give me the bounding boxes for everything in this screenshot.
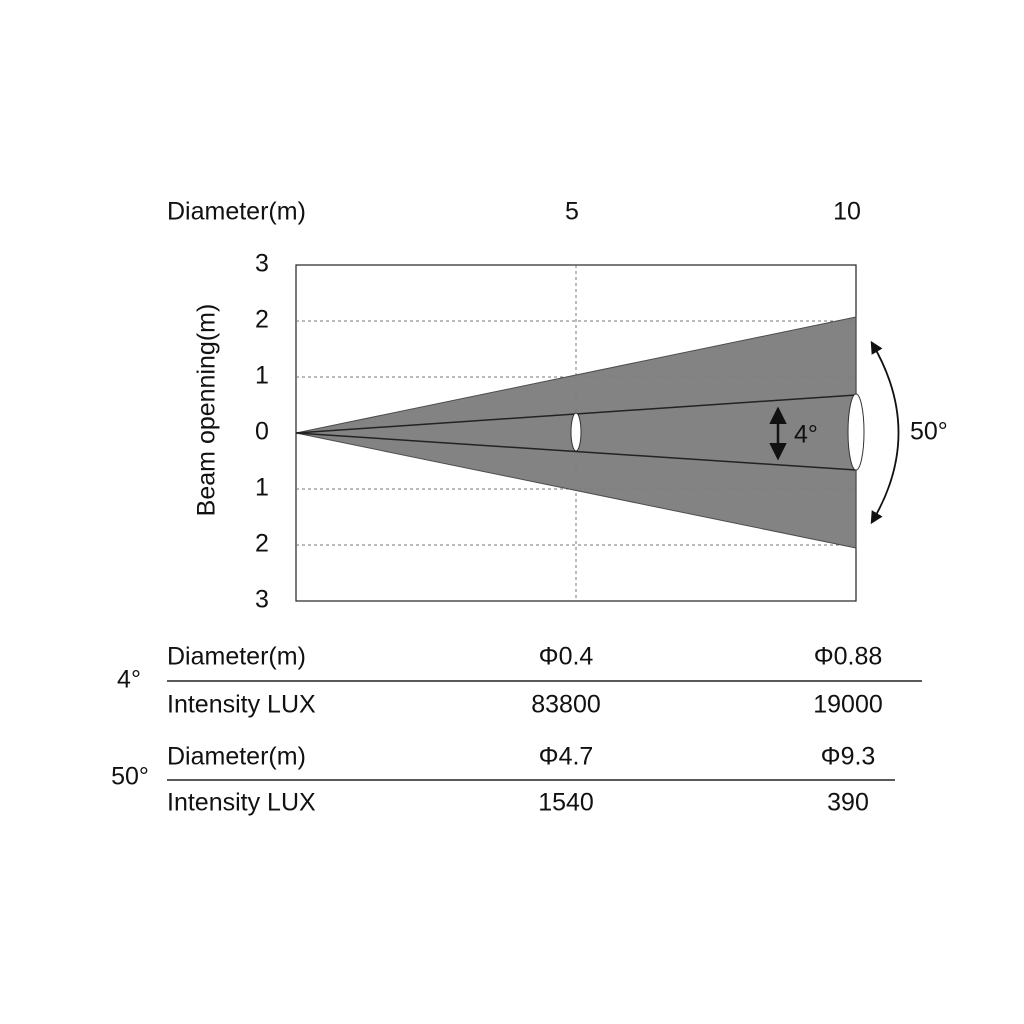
row-label: Intensity LUX: [167, 691, 316, 719]
y-label: 2: [255, 530, 269, 558]
wide-angle-arrow: [870, 340, 900, 525]
row-label: Diameter(m): [167, 643, 306, 671]
table-value: Φ4.7: [539, 743, 594, 771]
table-value: 19000: [813, 691, 883, 719]
table-value: Φ0.88: [814, 643, 883, 671]
table-value: 390: [827, 789, 869, 817]
beam-section: [847, 393, 865, 471]
row-label: Diameter(m): [167, 743, 306, 771]
table-value: Φ0.4: [539, 643, 594, 671]
y-label: 3: [255, 586, 269, 614]
y-label: 0: [255, 418, 269, 446]
table-value: 1540: [538, 789, 594, 817]
wide-angle-label: 50°: [910, 418, 948, 446]
y-title: Beam openning(m): [193, 304, 221, 517]
x-label: 5: [565, 198, 579, 226]
y-label: 2: [255, 306, 269, 334]
y-label: 1: [255, 362, 269, 390]
y-label: 1: [255, 474, 269, 502]
x-title: Diameter(m): [167, 198, 306, 226]
beam-section: [570, 412, 582, 452]
table: 4° Diameter(m) Φ0.4 Φ0.88 Intensity LUX 83800…: [111, 643, 883, 817]
angle-label: 4°: [117, 666, 141, 694]
y-labels: 3 2 1 0 1 2 3: [255, 250, 269, 614]
narrow-angle-label: 4°: [794, 421, 818, 449]
angle-label: 50°: [111, 763, 149, 791]
table-value: 83800: [531, 691, 601, 719]
y-label: 3: [255, 250, 269, 278]
table-value: Φ9.3: [821, 743, 876, 771]
x-label: 10: [833, 198, 861, 226]
row-label: Intensity LUX: [167, 789, 316, 817]
